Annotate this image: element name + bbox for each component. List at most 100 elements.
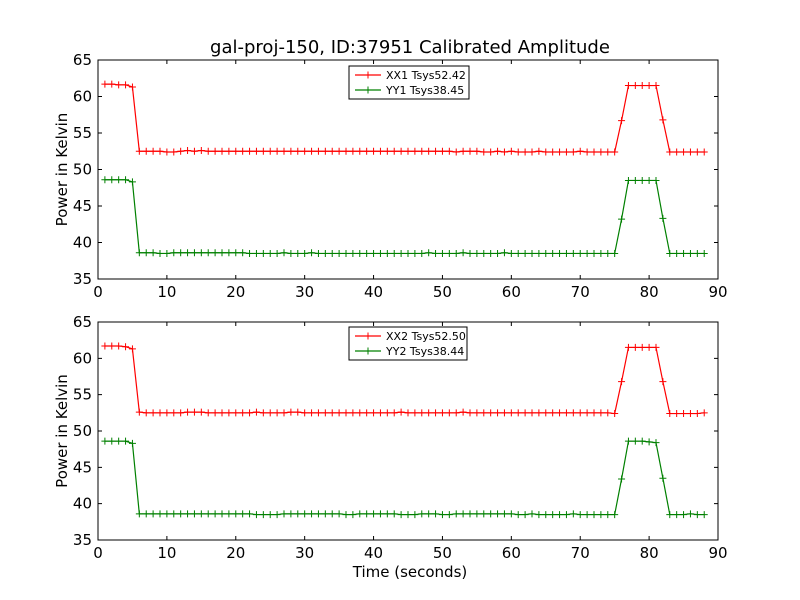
data-point <box>356 409 364 417</box>
data-point <box>700 148 708 156</box>
y-tick-label: 65 <box>73 51 92 69</box>
data-point <box>521 249 529 257</box>
legend-label: YY1 Tsys38.45 <box>385 84 464 97</box>
y-tick-label: 45 <box>73 458 92 476</box>
data-point <box>370 510 378 518</box>
data-point <box>356 249 364 257</box>
data-point <box>583 249 591 257</box>
data-point <box>618 475 626 483</box>
x-tick-label: 90 <box>708 283 727 301</box>
data-point <box>438 249 446 257</box>
data-point <box>576 147 584 155</box>
data-point <box>500 148 508 156</box>
data-point <box>390 409 398 417</box>
data-point <box>556 409 564 417</box>
data-point <box>294 408 302 416</box>
data-point <box>204 510 212 518</box>
data-point <box>328 409 336 417</box>
x-tick-label: 10 <box>157 283 176 301</box>
data-point <box>342 147 350 155</box>
y-axis-label: Power in Kelvin <box>53 374 71 488</box>
y-tick-label: 55 <box>73 124 92 142</box>
data-point <box>645 438 653 446</box>
data-point <box>101 80 109 88</box>
data-point <box>397 408 405 416</box>
x-tick-label: 70 <box>571 544 590 562</box>
data-point <box>239 510 247 518</box>
data-point <box>673 148 681 156</box>
data-point <box>583 409 591 417</box>
data-point <box>266 249 274 257</box>
x-tick-label: 60 <box>502 544 521 562</box>
data-point <box>321 249 329 257</box>
data-point <box>500 510 508 518</box>
data-point <box>342 409 350 417</box>
data-point <box>135 249 143 257</box>
data-point <box>115 437 123 445</box>
data-point <box>425 510 433 518</box>
data-point <box>383 409 391 417</box>
data-point <box>211 147 219 155</box>
data-point <box>549 148 557 156</box>
y-tick-label: 40 <box>73 495 92 513</box>
data-point <box>287 249 295 257</box>
x-tick-label: 20 <box>226 544 245 562</box>
data-point <box>101 342 109 350</box>
data-point <box>549 249 557 257</box>
data-point <box>142 510 150 518</box>
data-point <box>666 148 674 156</box>
y-tick-label: 55 <box>73 386 92 404</box>
y-tick-label: 35 <box>73 270 92 288</box>
data-point <box>583 511 591 519</box>
legend-label: XX2 Tsys52.50 <box>386 330 466 343</box>
data-point <box>611 410 619 418</box>
data-point <box>645 176 653 184</box>
data-point <box>128 178 136 186</box>
data-point <box>494 147 502 155</box>
data-point <box>693 410 701 418</box>
data-point <box>108 80 116 88</box>
data-point <box>314 510 322 518</box>
x-tick-label: 50 <box>433 283 452 301</box>
data-point <box>115 342 123 350</box>
data-point <box>590 148 598 156</box>
data-point <box>252 147 260 155</box>
data-point <box>170 148 178 156</box>
data-point <box>128 439 136 447</box>
data-point <box>342 249 350 257</box>
data-point <box>693 249 701 257</box>
data-point <box>259 249 267 257</box>
data-point <box>673 410 681 418</box>
data-point <box>666 511 674 519</box>
data-point <box>459 249 467 257</box>
data-point <box>569 148 577 156</box>
data-point <box>438 511 446 519</box>
data-point <box>624 82 632 90</box>
x-tick-label: 0 <box>93 283 103 301</box>
data-point <box>604 148 612 156</box>
data-point <box>686 510 694 518</box>
x-axis-label: Time (seconds) <box>352 563 468 581</box>
data-point <box>514 511 522 519</box>
data-point <box>163 148 171 156</box>
data-point <box>335 510 343 518</box>
data-point <box>301 147 309 155</box>
data-point <box>693 148 701 156</box>
x-tick-label: 90 <box>708 544 727 562</box>
data-point <box>514 148 522 156</box>
data-point <box>308 409 316 417</box>
data-point <box>645 343 653 351</box>
data-point <box>142 147 150 155</box>
data-point <box>686 249 694 257</box>
data-point <box>590 511 598 519</box>
data-point <box>225 249 233 257</box>
x-tick-label: 60 <box>502 283 521 301</box>
data-point <box>673 511 681 519</box>
data-point <box>535 409 543 417</box>
data-point <box>246 409 254 417</box>
data-point <box>528 409 536 417</box>
x-tick-label: 30 <box>295 283 314 301</box>
series-line-2 <box>104 440 705 516</box>
data-point <box>184 408 192 416</box>
